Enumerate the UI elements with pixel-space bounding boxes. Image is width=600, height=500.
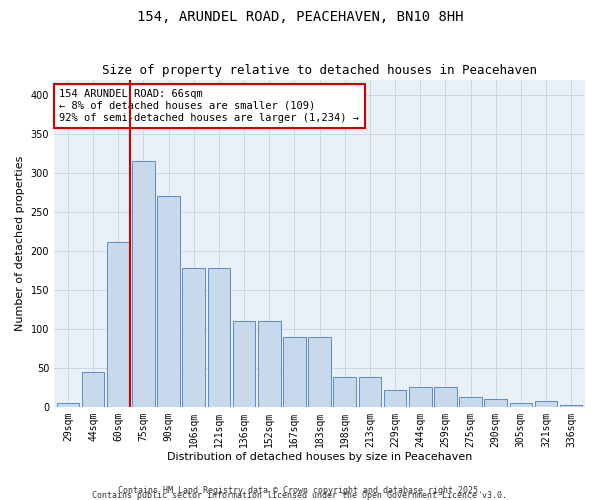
Bar (82, 372, 104, 407)
Bar (334, 377, 356, 407)
Bar (409, 388, 431, 407)
Bar (208, 268, 230, 407)
Bar (535, 402, 557, 407)
Bar (359, 377, 381, 407)
Bar (132, 162, 155, 407)
Title: Size of property relative to detached houses in Peacehaven: Size of property relative to detached ho… (102, 64, 537, 77)
Bar (107, 242, 130, 407)
Bar (383, 390, 406, 407)
Text: Contains HM Land Registry data © Crown copyright and database right 2025.: Contains HM Land Registry data © Crown c… (118, 486, 482, 495)
Bar (182, 268, 205, 407)
X-axis label: Distribution of detached houses by size in Peacehaven: Distribution of detached houses by size … (167, 452, 472, 462)
Bar (308, 336, 331, 407)
Bar (157, 196, 180, 407)
Bar (484, 399, 507, 407)
Y-axis label: Number of detached properties: Number of detached properties (15, 156, 25, 331)
Bar (459, 396, 482, 407)
Text: 154 ARUNDEL ROAD: 66sqm
← 8% of detached houses are smaller (109)
92% of semi-de: 154 ARUNDEL ROAD: 66sqm ← 8% of detached… (59, 90, 359, 122)
Bar (56, 403, 79, 407)
Text: 154, ARUNDEL ROAD, PEACEHAVEN, BN10 8HH: 154, ARUNDEL ROAD, PEACEHAVEN, BN10 8HH (137, 10, 463, 24)
Bar (258, 321, 281, 407)
Bar (233, 321, 256, 407)
Bar (509, 403, 532, 407)
Bar (434, 388, 457, 407)
Bar (283, 336, 305, 407)
Bar (560, 406, 583, 407)
Text: Contains public sector information licensed under the Open Government Licence v3: Contains public sector information licen… (92, 491, 508, 500)
